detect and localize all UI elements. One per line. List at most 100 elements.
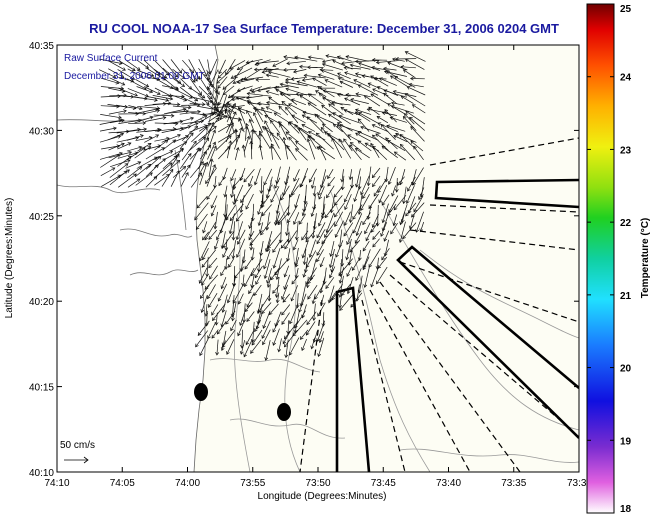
current-vector [218,283,228,302]
current-vector [372,238,380,248]
current-vector [343,222,354,237]
current-vector-head [272,328,276,333]
current-vector [337,56,352,62]
current-vector [355,111,371,122]
current-vector [306,222,308,240]
current-vector-head [278,121,282,125]
current-vector [207,117,219,133]
current-vector-head [286,144,290,149]
current-vector-head [308,178,313,183]
current-vector-head [134,92,138,97]
current-vector-head [204,161,209,166]
buoy-marker [277,403,291,421]
current-vector-head [143,127,148,132]
current-vector [208,293,218,308]
current-vector-head [316,240,321,245]
current-vector-head [207,144,212,149]
current-vector [100,105,120,107]
current-vector [244,267,255,287]
current-vector-head [315,132,320,137]
current-vector [261,195,270,208]
current-vector-head [291,280,296,285]
current-vector-head [392,57,396,62]
current-vector [301,230,309,241]
colorbar-tick-label: 23 [620,145,632,156]
current-vector-head [320,69,325,73]
current-vector-head [168,162,173,167]
current-vector [343,138,353,152]
current-vector-head [311,300,316,305]
current-vector-head [169,168,174,173]
current-vector-head [372,243,377,248]
current-vector-head [321,323,326,327]
current-vector [331,102,351,106]
current-vector-head [231,317,235,322]
current-vector [302,240,309,258]
current-vector [228,109,235,133]
current-vector-head [123,170,128,175]
current-vector [215,135,232,151]
current-vector [332,60,353,70]
y-axis-label: Latitude (Degrees:Minutes) [4,198,15,319]
current-vector-head [306,138,311,143]
current-vector [181,164,191,178]
current-vector [226,103,236,123]
current-vector-head [111,167,116,171]
current-vector [280,92,298,105]
current-vector [275,311,282,327]
current-vector [162,103,180,105]
current-vector-head [302,273,307,278]
current-vector [362,256,370,270]
current-vector-head [238,117,242,122]
shark-river [129,269,199,276]
current-vector-head [208,304,212,308]
x-tick-label: 73:3 [567,478,587,489]
current-vector-head [288,351,293,356]
current-vector-head [222,86,227,90]
current-vector [190,161,204,179]
current-vector-head [198,172,203,177]
current-vector-head [339,307,343,311]
current-vector [382,203,389,223]
current-vector-head [238,117,242,122]
current-vector [207,59,211,74]
current-vector [413,195,424,212]
current-vector [179,122,199,132]
current-vector-head [210,204,215,209]
current-vector [246,110,255,124]
current-vector [307,274,315,284]
current-vector [257,202,263,215]
current-vector [233,194,236,205]
current-vector-head [376,280,380,285]
current-vector [266,74,279,78]
y-tick-label: 40:15 [29,383,54,394]
current-vector [312,293,316,304]
current-vector [238,107,246,125]
current-vector [258,211,263,226]
current-vector-head [402,69,407,73]
current-vector-head [381,227,386,232]
current-vector-head [237,240,241,245]
current-vector-head [247,101,251,105]
current-vector [266,212,270,231]
current-vector [350,142,362,152]
current-vector-head [227,256,231,260]
current-vector-head [354,111,359,116]
current-vector-head [412,181,417,186]
current-vector [236,97,255,105]
current-vector [403,69,416,79]
current-vector-head [239,268,244,272]
current-vector [146,96,169,101]
current-vector [126,60,141,71]
current-vector [125,161,141,169]
current-vector [257,303,263,325]
current-vector-head [263,275,268,280]
current-vector [286,60,306,64]
current-vector [231,96,253,98]
current-vector [371,221,379,233]
x-tick-label: 74:10 [44,478,69,489]
current-vector-head [367,82,372,87]
current-vector-head [301,347,305,352]
current-vector [189,115,208,125]
current-vector-head [338,114,343,119]
